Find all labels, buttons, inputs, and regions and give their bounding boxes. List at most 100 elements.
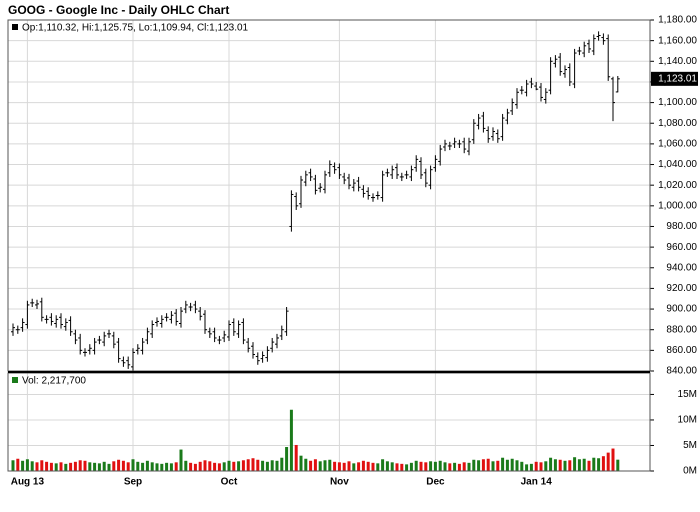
volume-bar <box>88 462 92 471</box>
panel-background <box>8 20 650 371</box>
volume-bar <box>505 459 509 471</box>
x-tick-label: Sep <box>124 477 142 488</box>
y-tick-label: 1,060.00 <box>658 139 697 150</box>
volume-bar <box>390 462 394 471</box>
y-tick-label: 15M <box>678 389 697 400</box>
volume-bar <box>126 462 130 471</box>
volume-bar <box>414 460 418 471</box>
volume-bar <box>251 458 255 471</box>
volume-bar <box>131 459 135 471</box>
volume-bar <box>453 462 457 471</box>
volume-bar <box>155 463 159 471</box>
volume-bar <box>357 462 361 471</box>
volume-bar <box>237 461 241 471</box>
volume-bar <box>534 461 538 471</box>
volume-bar <box>558 459 562 471</box>
volume-bar <box>241 460 245 471</box>
volume-bar <box>438 460 442 471</box>
last-price-label: 1,123.01 <box>658 73 697 84</box>
volume-bar <box>477 460 481 471</box>
volume-bar <box>587 460 591 471</box>
volume-bar <box>35 462 39 471</box>
y-tick-label: 900.00 <box>666 304 697 315</box>
volume-bar <box>462 462 466 471</box>
y-tick-label: 940.00 <box>666 262 697 273</box>
volume-bar <box>361 460 365 471</box>
y-tick-label: 1,160.00 <box>658 35 697 46</box>
volume-bar <box>313 459 317 471</box>
volume-bar <box>448 463 452 471</box>
volume-bar <box>333 461 337 471</box>
volume-bar <box>222 462 226 471</box>
volume-bar <box>83 460 87 471</box>
volume-bar <box>323 460 327 471</box>
y-tick-label: 0M <box>683 466 697 477</box>
volume-bar <box>429 461 433 471</box>
volume-bar <box>371 462 375 471</box>
volume-bar <box>69 462 73 471</box>
legend-text: Op:1,110.32, Hi:1,125.75, Lo:1,109.94, C… <box>22 23 249 34</box>
volume-bar <box>93 462 97 471</box>
volume-bar <box>289 409 293 471</box>
y-tick-label: 1,020.00 <box>658 180 697 191</box>
volume-bar <box>160 463 164 471</box>
volume-bar <box>501 457 505 471</box>
volume-bar <box>184 460 188 471</box>
y-tick-label: 10M <box>678 415 697 426</box>
volume-bar <box>198 461 202 471</box>
volume-bar <box>525 464 529 471</box>
volume-bar <box>97 463 101 471</box>
volume-bar <box>597 458 601 471</box>
volume-bar <box>261 460 265 471</box>
volume-bar <box>136 461 140 471</box>
volume-bar <box>102 461 106 471</box>
volume-bar <box>529 463 533 471</box>
y-tick-label: 1,100.00 <box>658 97 697 108</box>
y-tick-label: 860.00 <box>666 345 697 356</box>
volume-bar <box>30 461 34 471</box>
volume-bar <box>601 456 605 471</box>
y-tick-label: 920.00 <box>666 283 697 294</box>
chart-title: GOOG - Google Inc - Daily OHLC Chart <box>8 3 229 17</box>
y-tick-label: 980.00 <box>666 221 697 232</box>
x-tick-label: Jan 14 <box>521 477 553 488</box>
volume-bar <box>165 462 169 471</box>
volume-bar <box>189 462 193 471</box>
volume-bar <box>544 461 548 471</box>
volume-bar <box>606 452 610 471</box>
volume-bar <box>45 461 49 471</box>
volume-bar <box>78 460 82 471</box>
volume-bar <box>553 459 557 471</box>
y-tick-label: 1,140.00 <box>658 56 697 67</box>
volume-bar <box>472 459 476 471</box>
volume-bar <box>265 461 269 471</box>
volume-bar <box>275 460 279 471</box>
volume-bar <box>54 463 58 471</box>
volume-bar <box>280 457 284 471</box>
volume-bar <box>577 459 581 471</box>
volume-bar <box>563 460 567 471</box>
volume-bar <box>318 461 322 471</box>
volume-bar <box>376 463 380 471</box>
volume-bar <box>496 460 500 471</box>
volume-bar <box>217 463 221 471</box>
y-tick-label: 960.00 <box>666 242 697 253</box>
y-tick-label: 1,180.00 <box>658 15 697 26</box>
x-tick-label: Dec <box>426 477 445 488</box>
volume-bar <box>419 461 423 471</box>
volume-bar <box>16 458 20 471</box>
volume-bar <box>443 462 447 471</box>
volume-bar <box>150 462 154 471</box>
y-tick-label: 1,000.00 <box>658 200 697 211</box>
volume-bar <box>112 461 116 471</box>
volume-bar <box>213 462 217 471</box>
volume-bar <box>299 455 303 471</box>
volume-bar <box>409 462 413 471</box>
panel-background <box>8 373 650 471</box>
volume-bar <box>59 462 63 471</box>
volume-bar <box>467 462 471 471</box>
volume-bar <box>121 460 125 471</box>
volume-bar <box>11 460 15 471</box>
volume-bar <box>592 457 596 471</box>
volume-bar <box>40 460 44 471</box>
